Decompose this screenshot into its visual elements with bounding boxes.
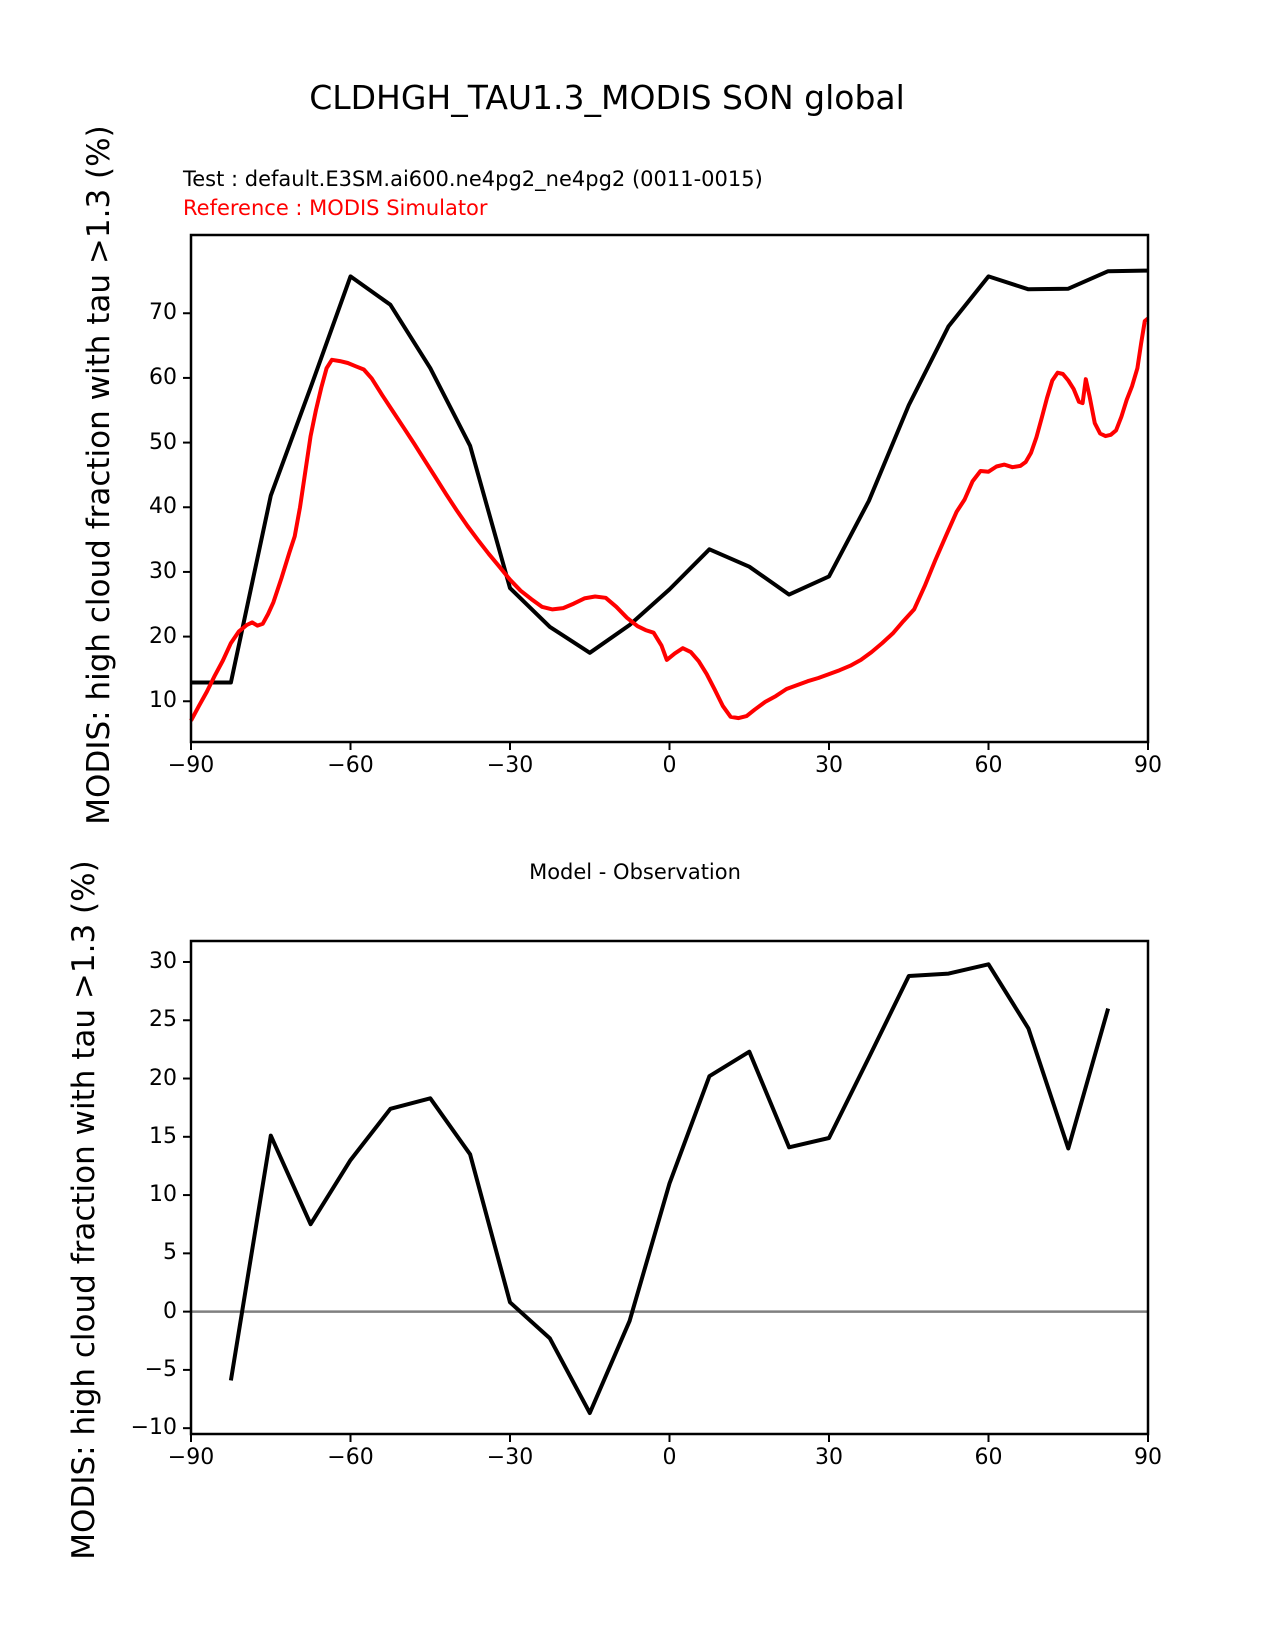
x-tick-label: 0 [662,753,677,778]
difference-panel-title: Model - Observation [529,860,741,884]
top-chart-y-axis-label: MODIS: high cloud fraction with tau >1.3… [81,125,117,825]
reference-run-label: Reference : MODIS Simulator [183,196,488,220]
x-tick-label: 30 [815,753,843,778]
y-tick-label: −5 [144,1356,177,1382]
x-tick-label: −90 [167,753,215,778]
y-tick-label: −10 [130,1415,177,1441]
x-tick-label: −30 [486,1445,534,1470]
y-tick-label: 30 [149,948,177,974]
difference-line [228,962,1111,1415]
y-tick-label: 25 [149,1007,177,1033]
x-tick-label: 60 [974,1445,1003,1470]
x-tick-label: −60 [327,1445,374,1470]
test-line [191,268,1149,685]
figure-title: CLDHGH_TAU1.3_MODIS SON global [309,78,905,117]
x-tick-label: −30 [486,753,534,778]
test-run-label: Test : default.E3SM.ai600.ne4pg2_ne4pg2 … [183,167,763,191]
y-tick-label: 20 [149,1065,177,1091]
x-tick-label: 90 [1134,1445,1162,1470]
latitude-profile-chart [183,233,1150,750]
y-tick-label: 5 [163,1240,177,1266]
model-minus-observation-chart [183,939,1150,1442]
y-tick-label: 10 [149,1182,177,1208]
x-tick-label: 30 [815,1445,843,1470]
y-tick-label: 0 [163,1298,177,1324]
bottom-chart-y-axis-label: MODIS: high cloud fraction with tau >1.3… [66,860,102,1560]
x-tick-label: 60 [974,753,1003,778]
axes-spines [189,233,1150,744]
x-tick-label: −60 [327,753,374,778]
x-tick-label: 0 [662,1445,677,1470]
x-tick-label: 90 [1134,753,1162,778]
y-tick-label: 15 [149,1123,177,1149]
x-tick-label: −90 [167,1445,215,1470]
reference-line [189,316,1150,722]
